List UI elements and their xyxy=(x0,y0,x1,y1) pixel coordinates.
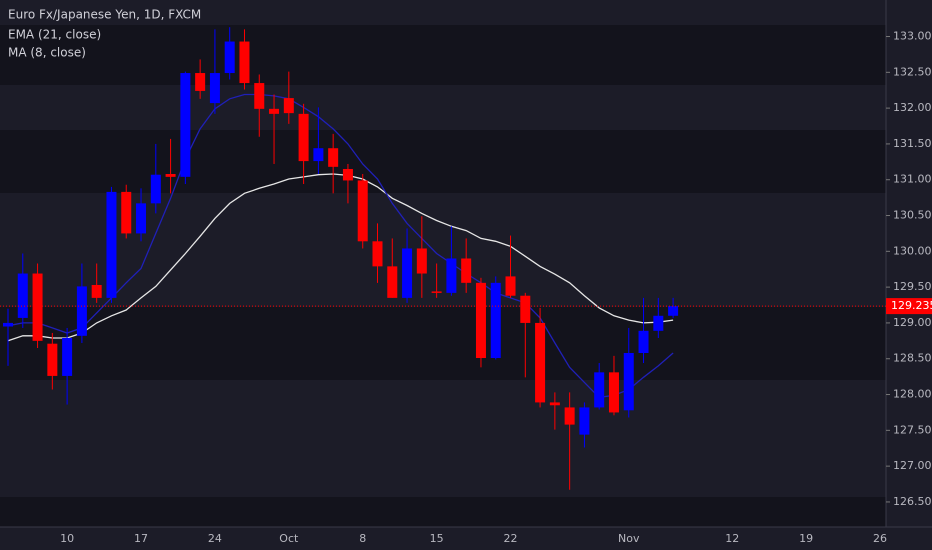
x-tick-label: 22 xyxy=(504,532,518,545)
candle-body xyxy=(3,322,13,327)
indicator-line xyxy=(7,93,674,399)
candle-body xyxy=(461,258,472,283)
candle-body xyxy=(298,113,309,162)
y-tick-label: 127.000 xyxy=(893,459,932,472)
candle-body xyxy=(32,273,43,341)
x-tick-label: Oct xyxy=(279,532,299,545)
candle-body xyxy=(342,168,353,181)
candle-body xyxy=(150,174,161,204)
candle-body xyxy=(47,343,58,376)
zone xyxy=(0,497,886,527)
candle-body xyxy=(638,330,649,354)
chart-title: Euro Fx/Japanese Yen, 1D, FXCM xyxy=(8,8,201,22)
y-tick-label: 128.000 xyxy=(893,388,932,401)
y-tick-label: 127.500 xyxy=(893,423,932,436)
last-price-label: 129.235 xyxy=(891,299,932,312)
candle-body xyxy=(209,73,220,104)
candle-body xyxy=(17,273,28,318)
zone xyxy=(0,25,886,85)
candle-body xyxy=(446,258,457,293)
candle-body xyxy=(520,295,531,323)
y-tick-label: 133.000 xyxy=(893,30,932,43)
candle-body xyxy=(608,372,619,413)
candle-body xyxy=(269,108,280,114)
candle-body xyxy=(549,402,560,406)
candle-body xyxy=(564,407,575,425)
candle-body xyxy=(475,282,486,359)
legend-entry: EMA (21, close) xyxy=(8,28,101,42)
candle-body xyxy=(623,353,634,411)
candle-body xyxy=(62,337,73,376)
zone xyxy=(0,130,886,193)
x-tick-label: 19 xyxy=(799,532,813,545)
indicator-line xyxy=(7,173,674,342)
candle-body xyxy=(121,191,132,234)
candle-body xyxy=(224,41,235,74)
candle-body xyxy=(653,315,664,331)
y-tick-label: 131.500 xyxy=(893,137,932,150)
candle-body xyxy=(136,203,147,234)
candle-body xyxy=(195,73,206,91)
x-tick-label: 15 xyxy=(430,532,444,545)
candle-body xyxy=(239,41,250,84)
x-tick-label: 26 xyxy=(873,532,887,545)
x-tick-label: 8 xyxy=(359,532,366,545)
candle-body xyxy=(165,173,176,177)
x-tick-label: Nov xyxy=(618,532,640,545)
candle-body xyxy=(668,306,679,316)
x-tick-label: 17 xyxy=(134,532,148,545)
y-tick-label: 128.500 xyxy=(893,352,932,365)
y-tick-label: 132.000 xyxy=(893,101,932,114)
x-tick-label: 10 xyxy=(60,532,74,545)
candle-body xyxy=(254,83,265,109)
candle-body xyxy=(313,148,324,162)
last-price-box xyxy=(886,298,932,315)
zone xyxy=(0,307,886,380)
candle-body xyxy=(180,73,191,177)
candle-body xyxy=(505,276,516,296)
candle-body xyxy=(416,248,427,274)
candle-body xyxy=(594,372,605,408)
y-tick-label: 130.500 xyxy=(893,209,932,222)
y-tick-label: 126.500 xyxy=(893,495,932,508)
candle-body xyxy=(387,266,398,298)
candle-body xyxy=(328,148,339,167)
candle-body xyxy=(357,180,368,242)
y-tick-label: 132.500 xyxy=(893,65,932,78)
y-tick-label: 130.000 xyxy=(893,244,932,257)
candle-body xyxy=(490,282,501,359)
candle-body xyxy=(402,248,413,298)
candle-body xyxy=(283,98,294,114)
y-tick-label: 129.000 xyxy=(893,316,932,329)
y-tick-label: 131.000 xyxy=(893,173,932,186)
x-tick-label: 12 xyxy=(725,532,739,545)
x-tick-label: 24 xyxy=(208,532,222,545)
candle-body xyxy=(76,286,87,336)
candle-body xyxy=(106,191,117,298)
candle-body xyxy=(91,284,102,298)
y-tick-label: 129.500 xyxy=(893,280,932,293)
legend-entry: MA (8, close) xyxy=(8,46,86,60)
candle-body xyxy=(372,241,383,267)
candle-body xyxy=(431,291,442,293)
candle-body xyxy=(535,322,546,403)
candle-body xyxy=(579,407,590,435)
